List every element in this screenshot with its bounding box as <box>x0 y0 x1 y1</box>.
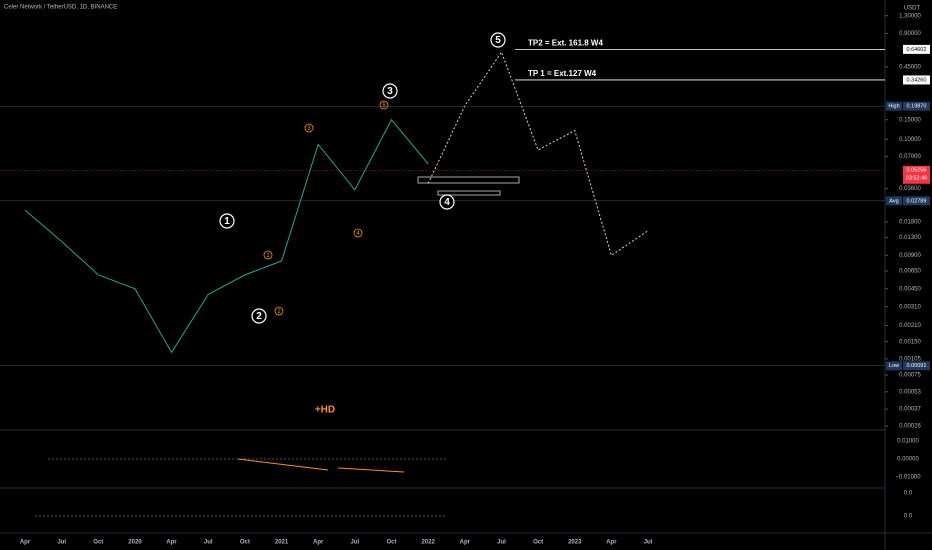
x-tick-label: Jul <box>204 540 213 546</box>
price-line <box>24 118 429 354</box>
price-tag <box>903 101 930 111</box>
indicator-tick-label: 0.0 <box>904 514 913 520</box>
level-name: High <box>888 104 899 110</box>
price-tag <box>903 361 930 371</box>
x-tick-label: Oct <box>240 540 250 546</box>
x-tick-label: 2023 <box>568 540 582 546</box>
subwave-label: 2 <box>277 309 281 315</box>
x-tick-label: Jul <box>497 540 506 546</box>
wave-label: 5 <box>495 35 501 46</box>
subwave-label: 5 <box>382 103 386 109</box>
x-tick-label: Apr <box>460 540 471 546</box>
chart-header: Celer Network / TetherUSD, 1D, BINANCE <box>4 5 117 11</box>
price-tag <box>903 196 930 206</box>
x-tick-label: Apr <box>166 540 177 546</box>
y-tick-label: 0.10000 <box>899 137 921 143</box>
wave-label: 3 <box>387 86 393 97</box>
wave-circle <box>490 32 506 48</box>
y-tick-label: 0.01800 <box>899 220 921 226</box>
price-tag-label: 0.02789 <box>907 198 927 204</box>
wave-circle <box>219 213 235 229</box>
indicator-tick-label: 0.01000 <box>897 439 919 445</box>
level-name-tag <box>886 361 902 371</box>
price-countdown: 03:52:46 <box>906 176 927 182</box>
subwave-circle <box>274 306 284 316</box>
y-tick-label: 0.90000 <box>899 31 921 37</box>
y-tick-label: 0.00650 <box>899 269 921 275</box>
x-tick-label: Oct <box>533 540 543 546</box>
y-tick-label: 0.00026 <box>899 424 921 430</box>
y-tick-label: 0.15000 <box>899 117 921 123</box>
x-tick-label: 2021 <box>275 540 289 546</box>
zone-box <box>417 176 520 184</box>
y-tick-label: 0.01300 <box>899 235 921 241</box>
price-tag <box>903 44 930 54</box>
y-tick-label: 0.00450 <box>899 286 921 292</box>
level-name-tag <box>886 101 902 111</box>
x-tick-label: 2020 <box>128 540 142 546</box>
price-tag-label: 0.00091 <box>907 363 927 369</box>
indicator-tick-label: 0.0 <box>904 491 913 497</box>
price-tag <box>903 165 930 184</box>
y-tick-label: 0.00053 <box>899 389 921 395</box>
wave-label: 2 <box>256 311 262 322</box>
level-name: Low <box>889 363 899 369</box>
y-tick-label: 0.00075 <box>899 373 921 379</box>
wave-circle <box>382 83 398 99</box>
divergence-label: +HD <box>315 405 335 416</box>
y-tick-label: 0.00105 <box>899 356 921 362</box>
indicator-tick-label: 0.00000 <box>897 457 919 463</box>
price-tag-label: 0.05256 <box>907 168 927 174</box>
indicator-tick-label: −0.01000 <box>895 475 921 481</box>
subwave-circle <box>304 123 314 133</box>
x-tick-label: Jul <box>57 540 66 546</box>
y-tick-label: 1.30000 <box>899 13 921 19</box>
price-tag <box>903 75 930 85</box>
level-name: Avg <box>889 198 898 204</box>
y-tick-label: 0.00150 <box>899 339 921 345</box>
x-tick-label: 2022 <box>421 540 435 546</box>
x-tick-label: Oct <box>386 540 396 546</box>
x-tick-label: Apr <box>606 540 617 546</box>
level-name-tag <box>886 196 902 206</box>
target-label: TP 1 = Ext.127 W4 <box>528 69 597 78</box>
y-tick-label: 0.00900 <box>899 253 921 259</box>
subwave-label: 1 <box>266 253 270 259</box>
projection-line <box>427 51 649 257</box>
wave-label: 4 <box>444 197 450 208</box>
x-tick-label: Jul <box>644 540 653 546</box>
y-tick-label: 0.00037 <box>899 407 921 413</box>
subwave-label: 3 <box>307 126 311 132</box>
y-tick-label: 0.00310 <box>899 304 921 310</box>
price-tag-label: 0.19870 <box>907 104 927 110</box>
target-label: TP2 = Ext. 161.8 W4 <box>528 38 603 47</box>
y-tick-label: 0.07000 <box>899 154 921 160</box>
y-tick-label: 0.03600 <box>899 186 921 192</box>
wave-label: 1 <box>224 216 230 227</box>
price-tag-label: 0.34260 <box>907 77 927 83</box>
x-tick-label: Apr <box>313 540 324 546</box>
zone-box <box>437 190 501 196</box>
x-tick-label: Oct <box>93 540 103 546</box>
subwave-circle <box>379 100 389 110</box>
wave-circle <box>439 194 455 210</box>
y-tick-label: 0.45000 <box>899 64 921 70</box>
subwave-circle <box>263 250 273 260</box>
price-tag-label: 0.64602 <box>907 47 927 53</box>
y-unit: USDT <box>904 6 921 12</box>
wave-circle <box>251 308 267 324</box>
x-tick-label: Apr <box>20 540 31 546</box>
subwave-circle <box>353 228 363 238</box>
subwave-label: 4 <box>356 231 360 237</box>
x-tick-label: Jul <box>351 540 360 546</box>
divergence-line <box>337 467 405 473</box>
divergence-line <box>237 458 329 471</box>
y-tick-label: 0.00210 <box>899 323 921 329</box>
